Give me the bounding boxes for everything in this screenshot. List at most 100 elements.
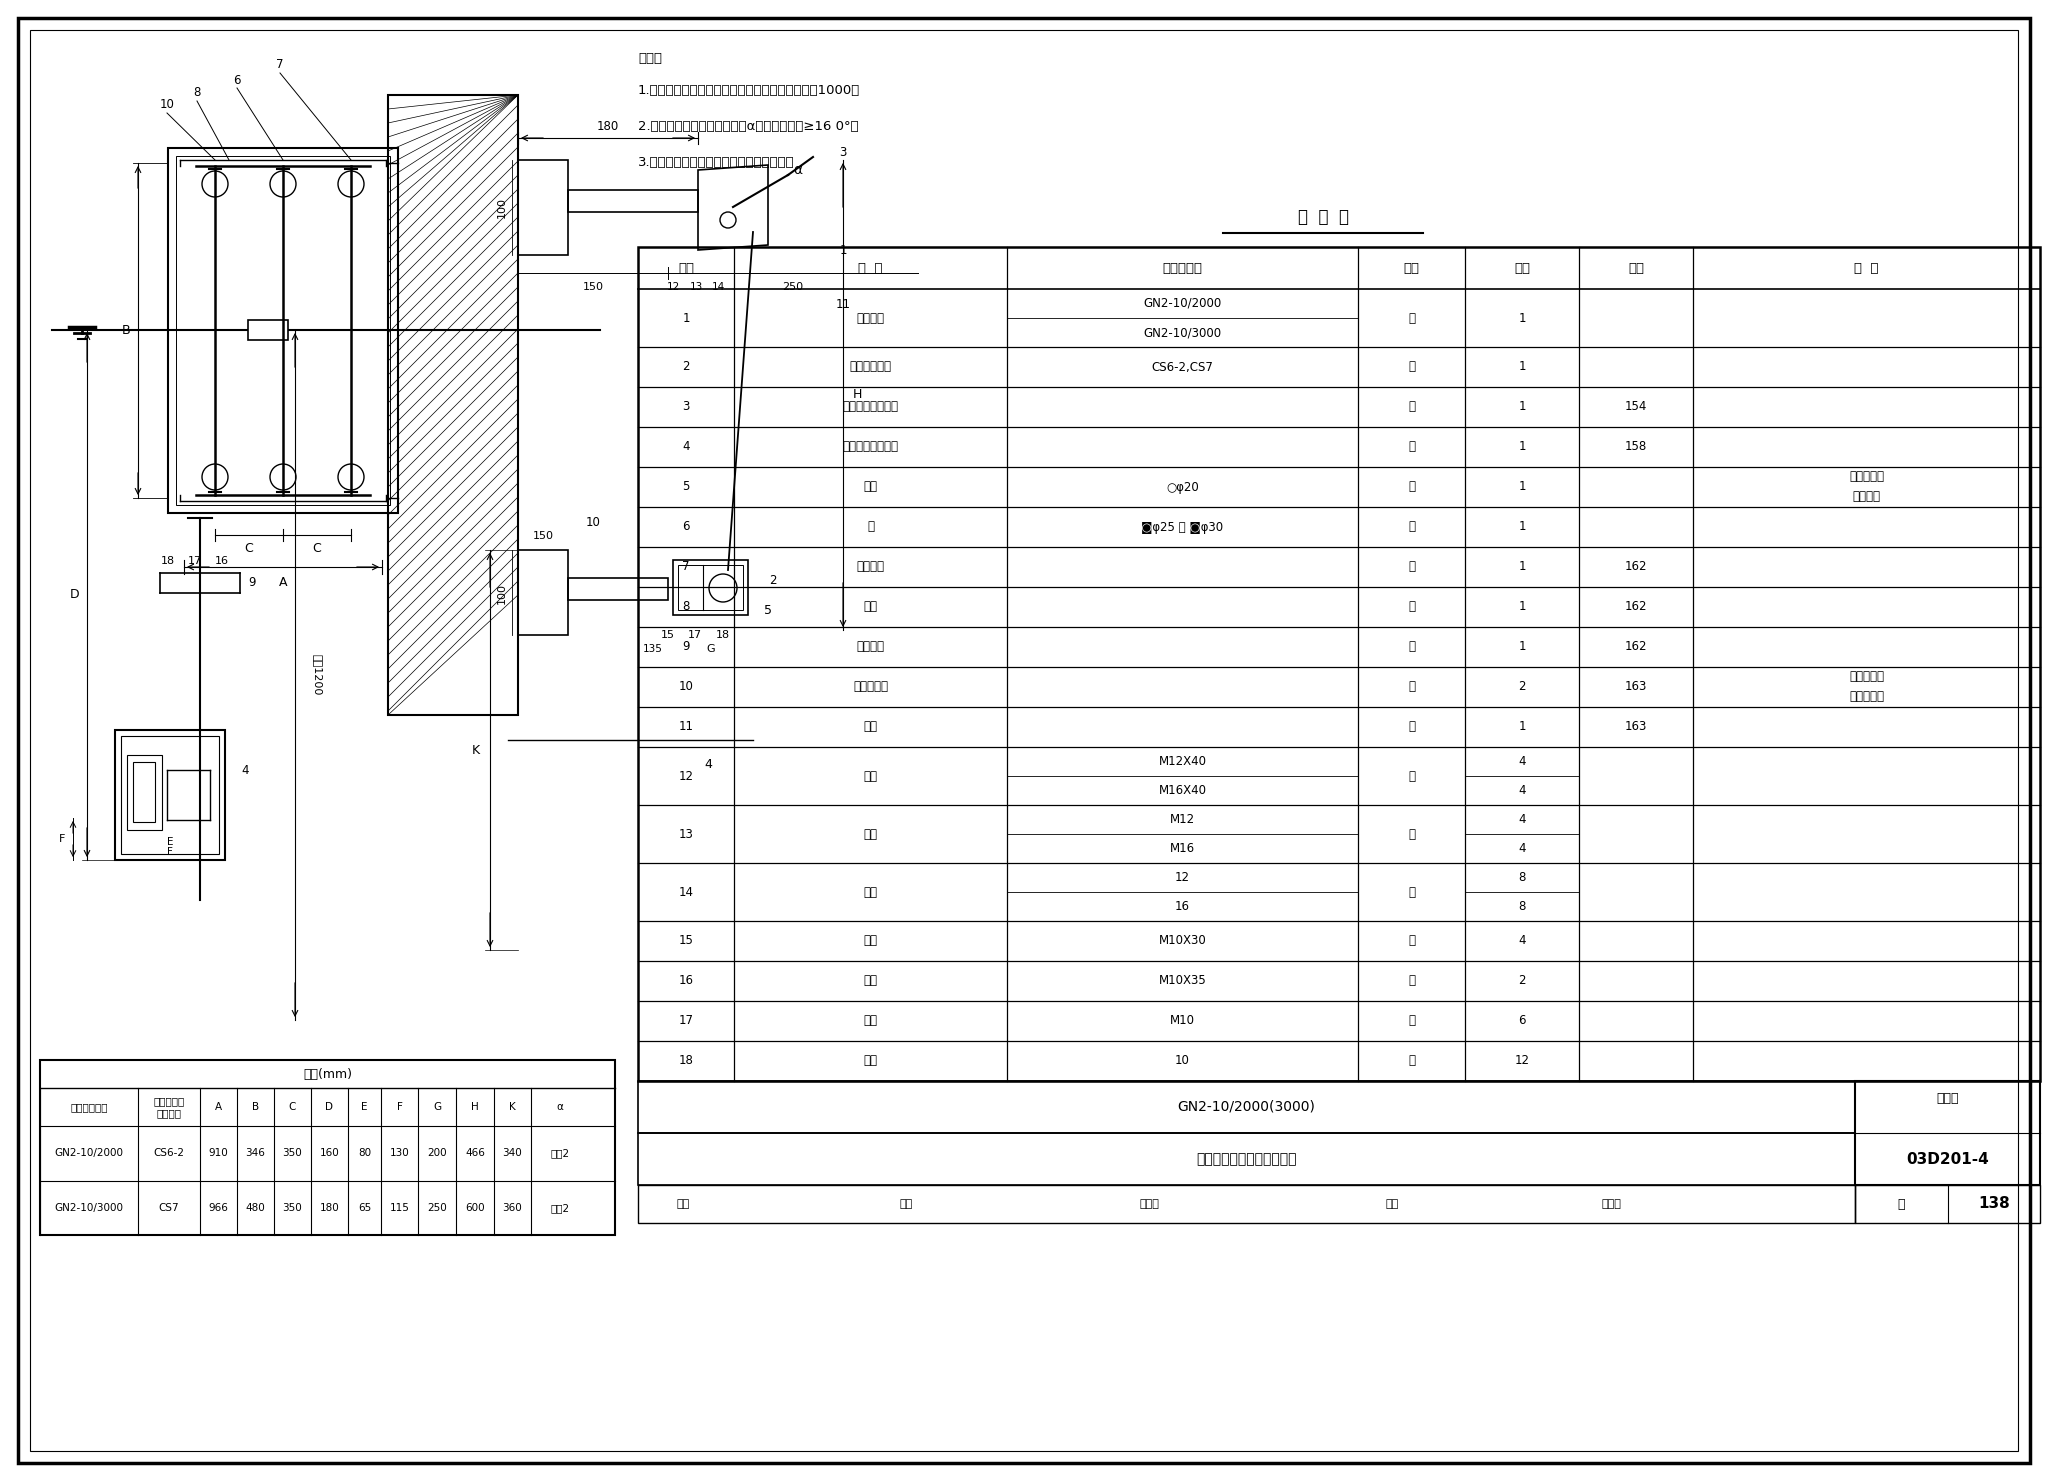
Text: 2: 2 [1518,974,1526,988]
Text: 4: 4 [1518,783,1526,797]
Text: 18: 18 [162,555,174,566]
Text: 个: 个 [1409,680,1415,693]
Text: 250: 250 [428,1203,446,1213]
Text: 1: 1 [682,311,690,324]
Text: C: C [313,542,322,555]
Text: 12: 12 [678,770,694,782]
Text: 6: 6 [682,520,690,533]
Bar [168,148,397,512]
Bar [248,320,289,341]
Text: 130: 130 [389,1148,410,1158]
Text: GN2-10/3000: GN2-10/3000 [1143,326,1221,339]
Bar [387,95,518,715]
Bar [674,560,748,615]
Text: 可随隔离开: 可随隔离开 [1849,671,1884,684]
Text: 14: 14 [678,886,694,899]
Text: CS6-2: CS6-2 [154,1148,184,1158]
Text: 根: 根 [1409,600,1415,613]
Bar [176,156,389,505]
Bar [518,160,567,255]
Text: CS7: CS7 [158,1203,180,1213]
Text: 4: 4 [1518,843,1526,855]
Text: 11: 11 [678,720,694,733]
Text: 15: 15 [662,629,676,640]
Text: 负栓: 负栓 [864,935,877,948]
Text: 135: 135 [643,644,664,655]
Text: 个: 个 [1409,828,1415,841]
Text: 8: 8 [682,600,690,613]
Text: 6: 6 [1518,1014,1526,1028]
Text: 910: 910 [209,1148,229,1158]
Text: 隔离开关: 隔离开关 [856,311,885,324]
Text: 14: 14 [711,281,725,292]
Text: 1: 1 [840,243,846,256]
Text: 1: 1 [1518,720,1526,733]
Text: 4: 4 [1518,935,1526,948]
Text: 隔离开关在墙上支架上安装: 隔离开关在墙上支架上安装 [1196,1152,1296,1166]
Bar [1855,1185,2040,1223]
Text: B: B [252,1102,258,1112]
Text: 1: 1 [1518,560,1526,573]
Text: 162: 162 [1624,560,1647,573]
Text: 明  细  表: 明 细 表 [1298,207,1348,227]
Text: 600: 600 [465,1203,485,1213]
Text: 4: 4 [1518,755,1526,769]
Text: E: E [166,837,174,847]
Bar [41,1060,614,1235]
Text: 个: 个 [1409,1014,1415,1028]
Text: 轴: 轴 [866,520,874,533]
Text: 图集号: 图集号 [1935,1093,1958,1105]
Text: 5: 5 [682,480,690,493]
Text: 负栓: 负栓 [864,974,877,988]
Text: 审核: 审核 [676,1200,690,1208]
Text: 说明2: 说明2 [551,1203,569,1213]
Text: 2.隔离开关刀片打开时，角度α应使开口角度≥16 0°。: 2.隔离开关刀片打开时，角度α应使开口角度≥16 0°。 [639,120,858,132]
Text: 个: 个 [1409,720,1415,733]
Text: 7: 7 [682,560,690,573]
Text: 单位: 单位 [1403,262,1419,274]
Text: 关成套供应: 关成套供应 [1849,690,1884,703]
Text: 序号: 序号 [678,262,694,274]
Text: 1: 1 [1518,311,1526,324]
Text: 2: 2 [1518,680,1526,693]
Text: K: K [471,743,479,757]
Text: 台: 台 [1409,311,1415,324]
Bar [639,247,2040,1081]
Text: 16: 16 [1176,900,1190,912]
Text: 距墙1200: 距墙1200 [311,655,322,696]
Text: 80: 80 [358,1148,371,1158]
Text: M10X35: M10X35 [1159,974,1206,988]
Text: 466: 466 [465,1148,485,1158]
Text: 长度由工程: 长度由工程 [1849,471,1884,483]
Text: 17: 17 [188,555,203,566]
Text: 18: 18 [717,629,729,640]
Bar [639,1133,1855,1185]
Text: 360: 360 [502,1203,522,1213]
Text: G: G [707,644,715,655]
Text: 根: 根 [1409,520,1415,533]
Text: 手力操动机构: 手力操动机构 [850,360,891,373]
Text: 4: 4 [682,440,690,453]
Text: 160: 160 [319,1148,340,1158]
Text: ◙φ25 或 ◙φ30: ◙φ25 或 ◙φ30 [1141,520,1223,533]
Text: 说明2: 说明2 [551,1148,569,1158]
Text: 配用手力操
动机型号: 配用手力操 动机型号 [154,1096,184,1118]
Text: F: F [397,1102,403,1112]
Text: C: C [244,542,254,555]
Text: 13: 13 [678,828,694,841]
Text: 轴臂: 轴臂 [864,720,877,733]
Text: 163: 163 [1624,680,1647,693]
Text: M12: M12 [1169,813,1196,826]
Text: C: C [289,1102,297,1112]
Text: 3: 3 [840,145,846,158]
Text: 根: 根 [1409,480,1415,493]
Text: ○φ20: ○φ20 [1165,480,1198,493]
Text: 2: 2 [770,573,776,586]
Text: 10: 10 [160,99,174,111]
Text: M16X40: M16X40 [1159,783,1206,797]
Text: 8: 8 [1518,871,1526,884]
Text: D: D [70,588,80,601]
Text: H: H [852,388,862,401]
Text: 154: 154 [1624,400,1647,413]
Text: 轴连接套: 轴连接套 [856,560,885,573]
